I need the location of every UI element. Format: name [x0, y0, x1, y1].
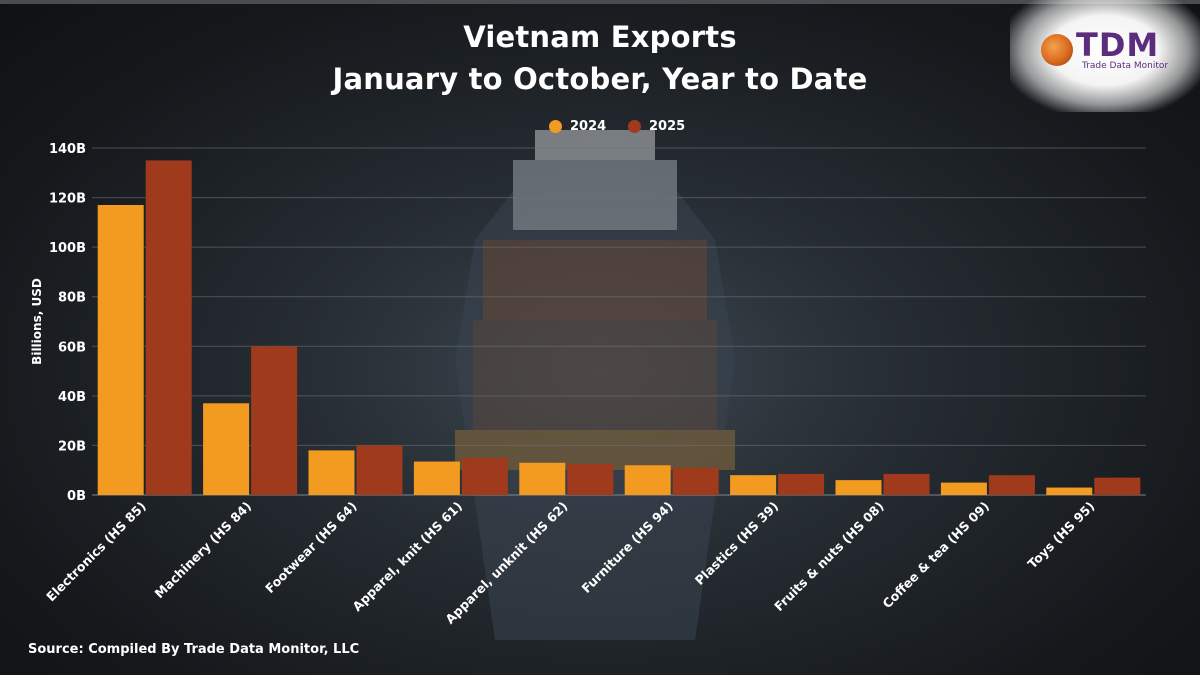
- x-tick-label: Machinery (HS 84): [152, 499, 255, 602]
- legend-swatch-2024: [549, 119, 562, 133]
- bar-2024-1: [97, 205, 144, 495]
- bar-2025-10: [1094, 477, 1141, 495]
- container-ship-image: [455, 130, 735, 640]
- x-tick-label: Plastics (HS 39): [692, 499, 781, 588]
- bar-2025-7: [778, 473, 825, 495]
- bar-2024-6: [624, 465, 671, 495]
- bar-2025-5: [567, 464, 614, 495]
- source-note: Source: Compiled By Trade Data Monitor, …: [28, 642, 360, 657]
- legend-item-2024: 2024: [549, 116, 606, 136]
- bar-2025-1: [145, 160, 192, 495]
- bar-2025-4: [461, 457, 508, 495]
- y-axis-label: Billions, USD: [30, 278, 44, 365]
- y-tick-label: 120B: [49, 192, 86, 207]
- chart-title: Vietnam Exports: [463, 20, 737, 54]
- y-tick-label: 140B: [49, 142, 86, 157]
- legend-label-2025: 2025: [649, 118, 686, 134]
- x-tick-label: Coffee & tea (HS 09): [879, 499, 992, 612]
- y-tick-label: 80B: [58, 291, 86, 306]
- y-tick-label: 60B: [58, 340, 86, 355]
- logo-tagline: Trade Data Monitor: [1082, 61, 1169, 71]
- chart-subtitle: January to October, Year to Date: [332, 62, 868, 96]
- y-tick-label: 0B: [67, 489, 86, 504]
- x-tick-label: Fruits & nuts (HS 08): [771, 499, 886, 614]
- top-bar: [0, 0, 1200, 4]
- x-tick-label: Furniture (HS 94): [578, 499, 675, 596]
- globe-icon: [1041, 34, 1073, 66]
- bar-2024-7: [730, 475, 777, 495]
- bar-2025-6: [672, 467, 719, 495]
- bar-2025-8: [883, 473, 930, 495]
- logo-name: TDM: [1076, 26, 1160, 64]
- bar-2024-4: [413, 461, 460, 495]
- x-tick-label: Apparel, knit (HS 61): [349, 499, 465, 615]
- bar-2024-3: [308, 450, 355, 495]
- legend-label-2024: 2024: [570, 118, 607, 134]
- x-tick-label: Electronics (HS 85): [43, 499, 149, 605]
- x-tick-label: Toys (HS 95): [1025, 499, 1098, 572]
- tdm-logo: TDM Trade Data Monitor: [1010, 0, 1200, 112]
- x-tick-label: Apparel, unknit (HS 62): [442, 499, 570, 627]
- bar-2024-2: [203, 403, 250, 495]
- bar-2024-10: [1046, 487, 1093, 495]
- legend: 2024 2025: [0, 116, 1200, 136]
- x-tick-label: Footwear (HS 64): [262, 499, 359, 596]
- bar-2025-2: [251, 346, 298, 495]
- y-tick-label: 40B: [58, 390, 86, 405]
- y-tick-label: 20B: [58, 439, 86, 454]
- bar-2024-9: [940, 482, 987, 495]
- bar-2024-5: [519, 462, 566, 495]
- bar-2025-3: [356, 445, 403, 495]
- legend-swatch-2025: [628, 119, 641, 133]
- y-tick-label: 100B: [49, 241, 86, 256]
- bar-2025-9: [988, 475, 1035, 495]
- legend-item-2025: 2025: [628, 116, 685, 136]
- bar-2024-8: [835, 480, 882, 495]
